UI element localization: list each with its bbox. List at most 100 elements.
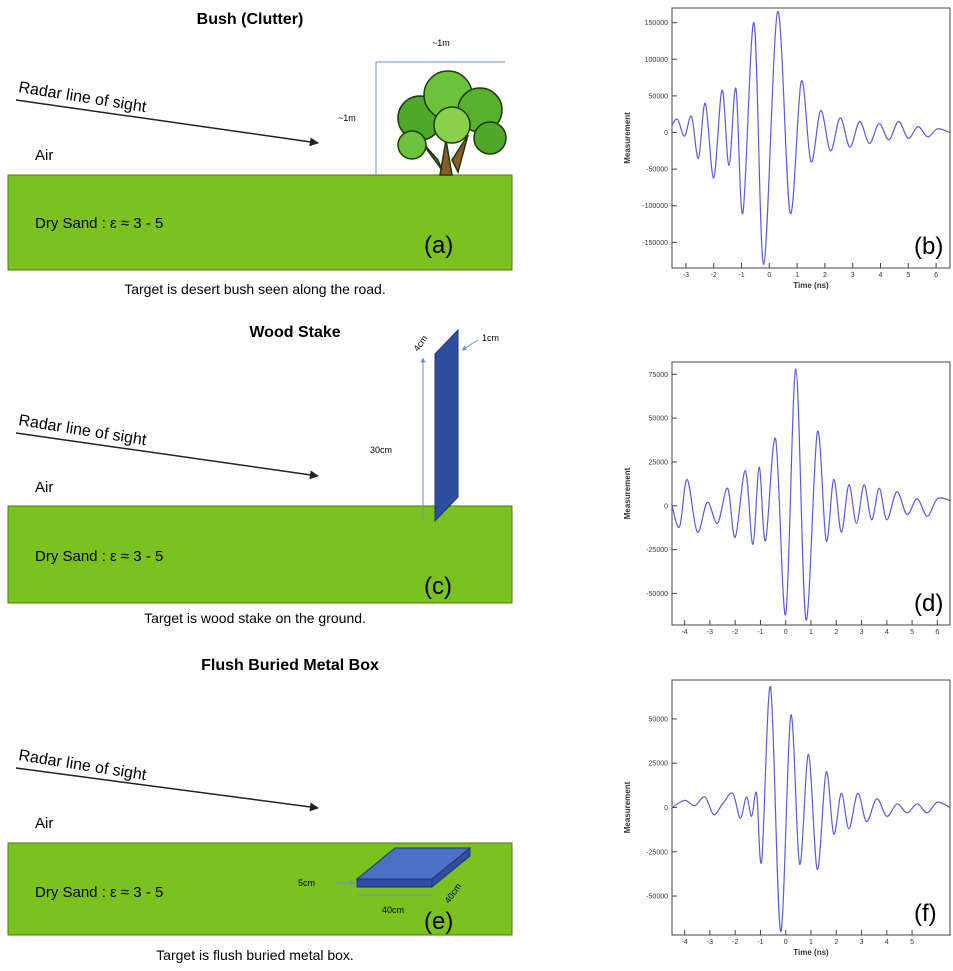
panel-label: (a): [424, 232, 453, 259]
x-tick-label: 0: [784, 939, 788, 946]
radar-label: Radar line of sight: [17, 79, 148, 116]
dim-label: ~1m: [432, 38, 450, 48]
x-tick-label: 5: [910, 629, 914, 636]
x-tick-label: -1: [738, 272, 744, 279]
chart: 75000 50000 25000 0 -25000 -50000 -4 -3 -2 -1 0 1 2 3…: [623, 362, 950, 636]
x-axis-label: Time (ns): [793, 281, 829, 290]
x-tick-label: 4: [879, 272, 883, 279]
x-tick-label: 3: [860, 939, 864, 946]
panel-label: (c): [424, 573, 452, 600]
y-tick-label: -100000: [642, 203, 668, 210]
x-tick-label: 2: [834, 939, 838, 946]
x-tick-label: -3: [707, 629, 713, 636]
y-tick-label: 75000: [649, 372, 669, 379]
x-tick-label: 5: [910, 939, 914, 946]
waveform: [672, 686, 950, 931]
y-tick-label: -25000: [646, 849, 668, 856]
caption: Target is desert bush seen along the roa…: [124, 281, 386, 297]
y-tick-label: 0: [664, 503, 668, 510]
dim-label: 30cm: [370, 445, 392, 455]
x-tick-label: -2: [732, 939, 738, 946]
y-tick-label: 50000: [649, 716, 669, 723]
plot-frame: [672, 680, 950, 935]
dim-label: 1cm: [482, 333, 499, 343]
x-tick-label: 0: [767, 272, 771, 279]
x-tick-label: -1: [757, 939, 763, 946]
panel-title: Flush Buried Metal Box: [201, 657, 379, 674]
bush: [398, 71, 506, 175]
x-tick-label: -4: [682, 629, 688, 636]
x-tick-label: 0: [784, 629, 788, 636]
wood-stake: [435, 330, 458, 521]
radar-arrow: [16, 100, 318, 143]
panel-label: (d): [914, 590, 943, 617]
x-tick-label: 6: [934, 272, 938, 279]
radar-label: Radar line of sight: [17, 412, 148, 449]
y-tick-label: 50000: [649, 93, 669, 100]
x-tick-label: 3: [860, 629, 864, 636]
x-tick-label: 1: [809, 629, 813, 636]
y-tick-label: 0: [664, 805, 668, 812]
x-tick-label: -4: [682, 939, 688, 946]
waveform: [672, 369, 950, 620]
panel-e: Flush Buried Metal Box Radar line of sig…: [8, 657, 512, 963]
waveform: [672, 11, 950, 264]
dim-line: [462, 340, 478, 350]
panel-label: (e): [424, 908, 453, 935]
x-axis-label: Time (ns): [793, 948, 829, 957]
air-label: Air: [35, 147, 53, 164]
y-tick-label: 150000: [645, 20, 668, 27]
x-tick-label: -3: [707, 939, 713, 946]
chart: 150000 100000 50000 0 -50000 -100000 -150000 -3…: [623, 8, 950, 290]
panel-a: Bush (Clutter) Radar line of sight Air D…: [8, 11, 512, 297]
x-tick-label: -3: [683, 272, 689, 279]
y-tick-label: -50000: [646, 167, 668, 174]
y-tick-label: 50000: [649, 416, 669, 423]
x-tick-label: 5: [906, 272, 910, 279]
x-tick-label: -1: [757, 629, 763, 636]
y-tick-label: 100000: [645, 57, 668, 64]
air-label: Air: [35, 479, 53, 496]
y-tick-label: -25000: [646, 547, 668, 554]
radar-arrow: [16, 433, 318, 476]
x-tick-label: 2: [823, 272, 827, 279]
y-axis-label: Measurement: [623, 112, 632, 164]
dim-label: 4cm: [411, 333, 429, 353]
soil-label: Dry Sand : ε ≈ 3 - 5: [35, 215, 163, 232]
y-axis-label: Measurement: [623, 467, 632, 519]
y-tick-label: -150000: [642, 240, 668, 247]
y-tick-label: -50000: [646, 591, 668, 598]
x-tick-label: -2: [732, 629, 738, 636]
x-tick-label: -2: [711, 272, 717, 279]
x-tick-label: 4: [885, 939, 889, 946]
radar-label: Radar line of sight: [17, 747, 148, 784]
x-tick-label: 4: [885, 629, 889, 636]
caption: Target is wood stake on the ground.: [144, 610, 366, 626]
panel-c: Wood Stake Radar line of sight Air Dry S…: [8, 324, 512, 626]
chart: 50000 25000 0 -25000 -50000 -4 -3 -2 -1 0 1 2 3 4 5 Mea…: [623, 680, 950, 957]
x-tick-label: 1: [809, 939, 813, 946]
y-tick-label: -50000: [646, 894, 668, 901]
dim-label: ~1m: [338, 113, 356, 123]
x-tick-label: 1: [795, 272, 799, 279]
y-tick-label: 25000: [649, 761, 669, 768]
plot-frame: [672, 362, 950, 625]
caption: Target is flush buried metal box.: [156, 947, 354, 963]
figure: Bush (Clutter) Radar line of sight Air D…: [0, 0, 953, 971]
x-tick-label: 6: [935, 629, 939, 636]
y-tick-label: 25000: [649, 459, 669, 466]
panel-title: Wood Stake: [249, 324, 340, 341]
y-tick-label: 0: [664, 130, 668, 137]
soil-label: Dry Sand : ε ≈ 3 - 5: [35, 884, 163, 901]
x-tick-label: 2: [834, 629, 838, 636]
y-axis-label: Measurement: [623, 781, 632, 833]
panel-label: (b): [914, 233, 943, 260]
radar-arrow: [16, 768, 318, 808]
panel-title: Bush (Clutter): [197, 11, 304, 28]
x-tick-label: 3: [851, 272, 855, 279]
dim-label: 40cm: [382, 905, 404, 915]
dim-label: 5cm: [298, 878, 315, 888]
air-label: Air: [35, 815, 53, 832]
soil-label: Dry Sand : ε ≈ 3 - 5: [35, 548, 163, 565]
panel-label: (f): [914, 900, 937, 927]
